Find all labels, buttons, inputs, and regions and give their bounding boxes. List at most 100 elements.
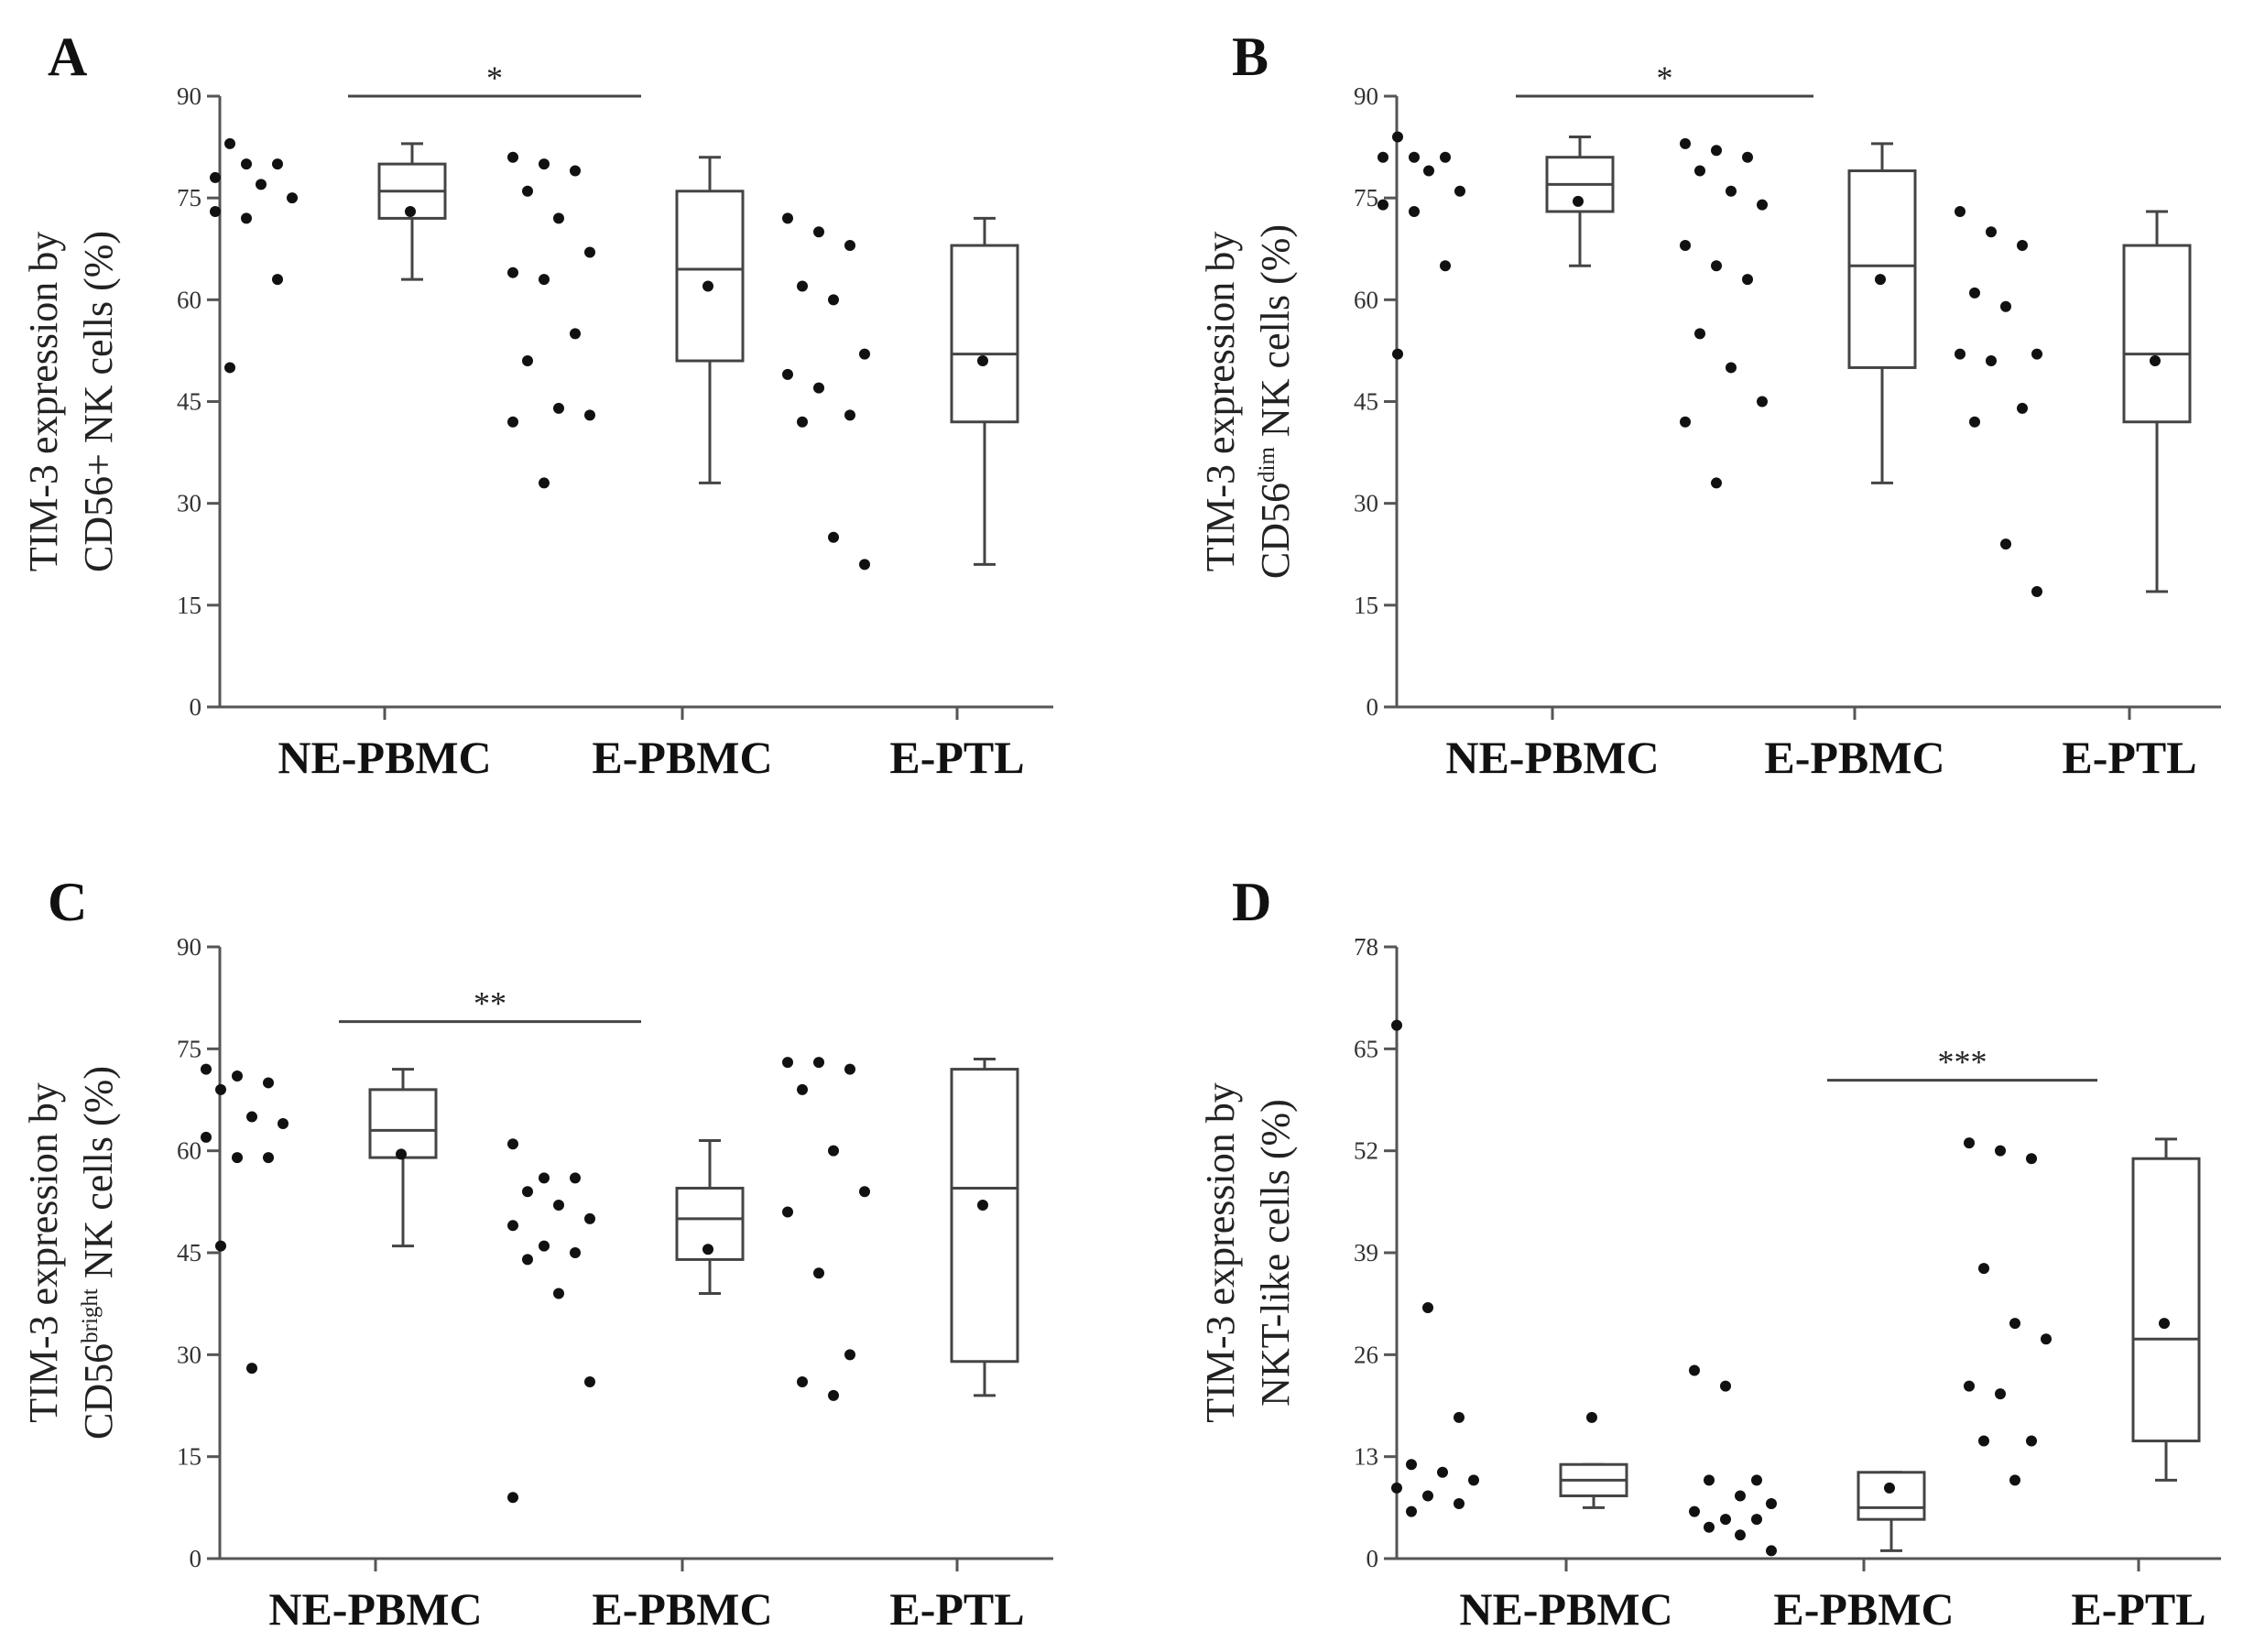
data-point <box>507 1220 518 1232</box>
data-point <box>1454 185 1465 197</box>
data-point <box>1978 1263 1989 1275</box>
data-point <box>844 1349 855 1361</box>
y-axis-label-suffix: NK cells (%) <box>1253 224 1298 447</box>
data-point <box>1694 165 1705 177</box>
y-tick-label: 90 <box>177 933 201 961</box>
y-axis-label-suffix: NK cells (%) <box>76 1066 121 1288</box>
data-point <box>263 1077 274 1089</box>
data-point <box>1711 260 1722 272</box>
data-point <box>553 1288 564 1299</box>
data-point <box>1406 1459 1417 1471</box>
data-point <box>1680 416 1691 428</box>
data-point <box>1955 348 1966 360</box>
mean-marker <box>702 1244 713 1255</box>
data-point <box>782 212 793 224</box>
data-point <box>1986 226 1997 238</box>
data-point <box>813 226 824 238</box>
group-ne-pbmc <box>1391 1019 1628 1517</box>
data-point <box>1751 1474 1762 1486</box>
panel-c: C TIM-3 expression by CD56bright NK cells … <box>21 872 1053 1635</box>
data-point <box>584 1212 595 1224</box>
mean-marker <box>1573 195 1584 207</box>
y-tick-label: 60 <box>1354 286 1378 313</box>
data-point <box>859 559 870 571</box>
y-tick-label: 15 <box>177 1443 201 1471</box>
box-iqr <box>675 190 745 363</box>
group-e-ptl <box>782 212 1019 571</box>
y-tick-label: 78 <box>1354 933 1378 961</box>
data-point <box>1766 1498 1777 1510</box>
panel-letter: A <box>48 27 87 87</box>
data-point <box>522 185 533 197</box>
y-axis-label-text: CD56+ NK cells (%) <box>76 231 121 572</box>
data-point <box>828 1389 839 1401</box>
significance-label: *** <box>1938 1044 1987 1081</box>
data-point <box>2000 538 2011 550</box>
data-point <box>1969 416 1980 428</box>
data-point <box>2017 402 2028 414</box>
y-tick-label: 75 <box>177 1035 201 1062</box>
box-iqr <box>1857 1471 1926 1521</box>
mean-marker <box>396 1148 407 1160</box>
y-axis-label-superscript: dim <box>1255 447 1280 483</box>
category-label: E-PBMC <box>1773 1583 1954 1635</box>
data-point <box>1735 1490 1746 1502</box>
data-point <box>1392 348 1403 360</box>
data-point <box>2041 1333 2052 1345</box>
data-point <box>1757 396 1768 408</box>
data-point <box>1454 1411 1465 1423</box>
data-point <box>539 1240 550 1252</box>
data-point <box>844 1063 855 1075</box>
data-point <box>1751 1514 1762 1526</box>
data-point <box>507 266 518 278</box>
data-point <box>1995 1388 2006 1400</box>
data-point <box>797 1083 808 1095</box>
mean-marker <box>2159 1318 2170 1330</box>
y-axis-label-text: CD56 <box>76 1343 121 1440</box>
data-point <box>813 1057 824 1069</box>
panel-letter: D <box>1232 872 1271 932</box>
data-point <box>1689 1364 1700 1376</box>
y-tick-label: 39 <box>1354 1239 1378 1266</box>
data-point <box>507 151 518 163</box>
data-point <box>507 1492 518 1504</box>
data-point <box>2009 1318 2020 1330</box>
data-point <box>813 1267 824 1279</box>
data-point <box>539 477 550 489</box>
box-iqr <box>2122 244 2192 424</box>
data-point <box>246 1363 257 1375</box>
group-ne-pbmc <box>210 137 447 374</box>
data-point <box>201 1131 212 1143</box>
data-point <box>1378 199 1388 211</box>
data-point <box>584 246 595 258</box>
panel-letter: B <box>1232 27 1269 87</box>
data-point <box>570 328 581 340</box>
mean-marker <box>405 205 416 217</box>
category-label: E-PBMC <box>592 1583 772 1635</box>
data-point <box>1964 1380 1975 1392</box>
data-point <box>246 1111 257 1123</box>
data-point <box>1711 145 1722 157</box>
data-point <box>2026 1153 2037 1165</box>
data-point <box>1964 1137 1975 1149</box>
data-point <box>1440 260 1451 272</box>
box-iqr <box>368 1088 438 1159</box>
y-tick-label: 0 <box>1367 1545 1379 1572</box>
y-tick-label: 13 <box>1354 1443 1378 1471</box>
category-label: NE-PBMC <box>278 732 491 783</box>
data-point <box>1757 199 1768 211</box>
y-axis-label-text: NKT-like cells (%) <box>1253 1099 1298 1407</box>
y-axis-label-line1: TIM-3 expression by <box>21 232 66 572</box>
data-point <box>256 179 267 190</box>
data-point <box>215 1083 226 1095</box>
y-tick-label: 30 <box>177 1341 201 1368</box>
data-point <box>797 1376 808 1388</box>
group-ne-pbmc <box>201 1063 438 1375</box>
data-point <box>553 1200 564 1212</box>
category-label: E-PTL <box>2071 1583 2205 1635</box>
category-label: E-PBMC <box>592 732 772 783</box>
panel-b: B TIM-3 expression by CD56dim NK cells (%)… <box>1198 27 2221 783</box>
box-iqr <box>950 1068 1019 1364</box>
